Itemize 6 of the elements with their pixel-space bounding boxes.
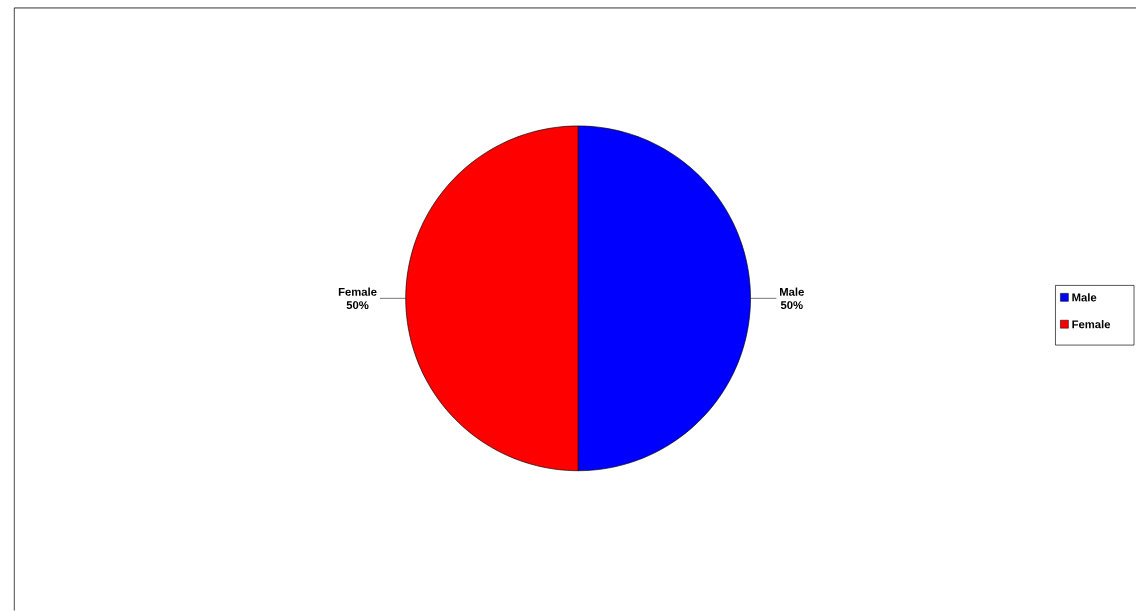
legend-label: Male [1072, 293, 1097, 302]
data-label: 50% [346, 301, 369, 310]
data-label: 50% [780, 301, 803, 310]
slice-label: Male [780, 287, 804, 297]
slice-label: Female [338, 287, 377, 297]
legend-label: Female [1072, 320, 1111, 329]
